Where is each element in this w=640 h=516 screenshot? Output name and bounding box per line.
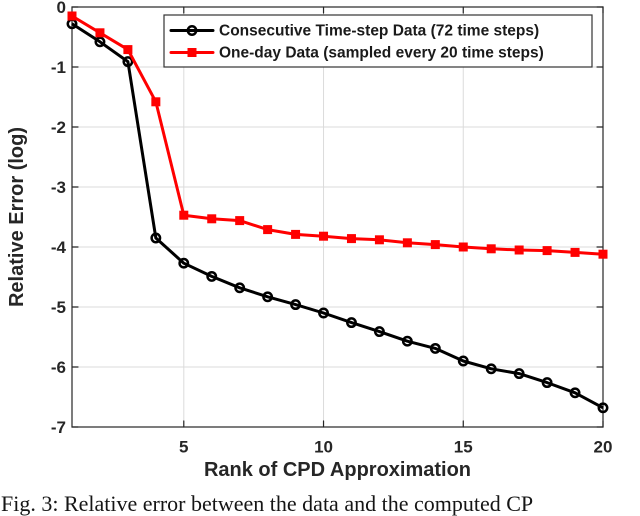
svg-text:-2: -2 [51,118,66,137]
svg-text:-7: -7 [51,418,66,437]
svg-text:5: 5 [179,438,188,457]
svg-text:Consecutive Time-step Data (72: Consecutive Time-step Data (72 time step… [219,23,539,40]
svg-text:-3: -3 [51,178,66,197]
svg-text:-1: -1 [51,58,66,77]
svg-text:-4: -4 [51,238,67,257]
svg-text:Relative Error (log): Relative Error (log) [6,127,28,307]
svg-text:20: 20 [594,438,613,457]
relative-error-chart: 5 10 15 20 0 -1 -2 -3 -4 -5 -6 -7 Rank of CPD Approx… [6,0,613,481]
svg-text:10: 10 [314,438,333,457]
svg-text:One-day Data (sampled every 20: One-day Data (sampled every 20 time step… [219,45,544,62]
figure-caption: Fig. 3: Relative error between the data … [1,491,534,516]
svg-text:-5: -5 [51,298,66,317]
svg-text:-6: -6 [51,358,66,377]
svg-text:0: 0 [57,0,66,17]
svg-text:Rank of CPD Approximation: Rank of CPD Approximation [204,459,471,481]
svg-text:15: 15 [454,438,473,457]
legend: Consecutive Time-step Data (72 time step… [163,14,593,68]
